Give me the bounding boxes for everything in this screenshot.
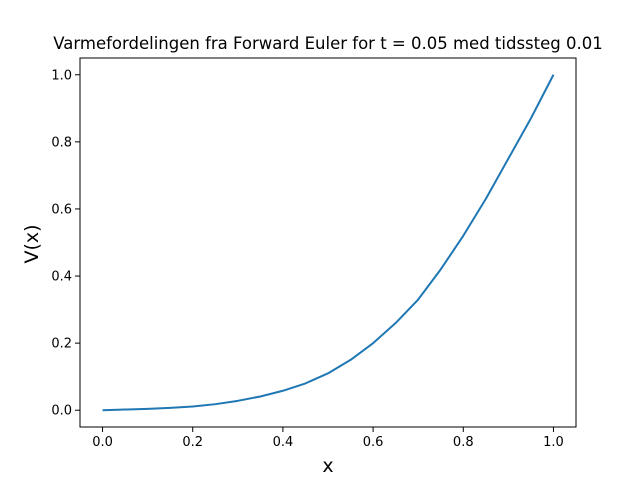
x-axis-label: x (322, 455, 333, 477)
y-tick-label-3: 0.6 (51, 202, 72, 217)
y-tick-label-5: 1.0 (51, 68, 72, 83)
y-axis-label: V(x) (21, 224, 43, 263)
x-tick-label-1: 0.2 (182, 435, 203, 450)
x-tick-label-4: 0.8 (453, 435, 474, 450)
x-tick-label-0: 0.0 (92, 435, 113, 450)
y-tick-label-0: 0.0 (51, 404, 72, 419)
y-tick-label-1: 0.2 (51, 337, 72, 352)
x-tick-label-5: 1.0 (543, 435, 564, 450)
series-line-0 (102, 74, 555, 412)
x-tick-label-2: 0.4 (273, 435, 294, 450)
axes-frame (79, 57, 577, 428)
y-tick-label-4: 0.8 (51, 135, 72, 150)
x-tick-label-3: 0.6 (363, 435, 384, 450)
plot-area: 0.0 0.2 0.4 0.6 0.8 1.0 0.0 0.2 0.4 0.6 0.8 1.0 (51, 57, 577, 450)
chart-title: Varmefordelingen fra Forward Euler for t… (53, 34, 602, 53)
y-tick-label-2: 0.4 (51, 270, 72, 285)
